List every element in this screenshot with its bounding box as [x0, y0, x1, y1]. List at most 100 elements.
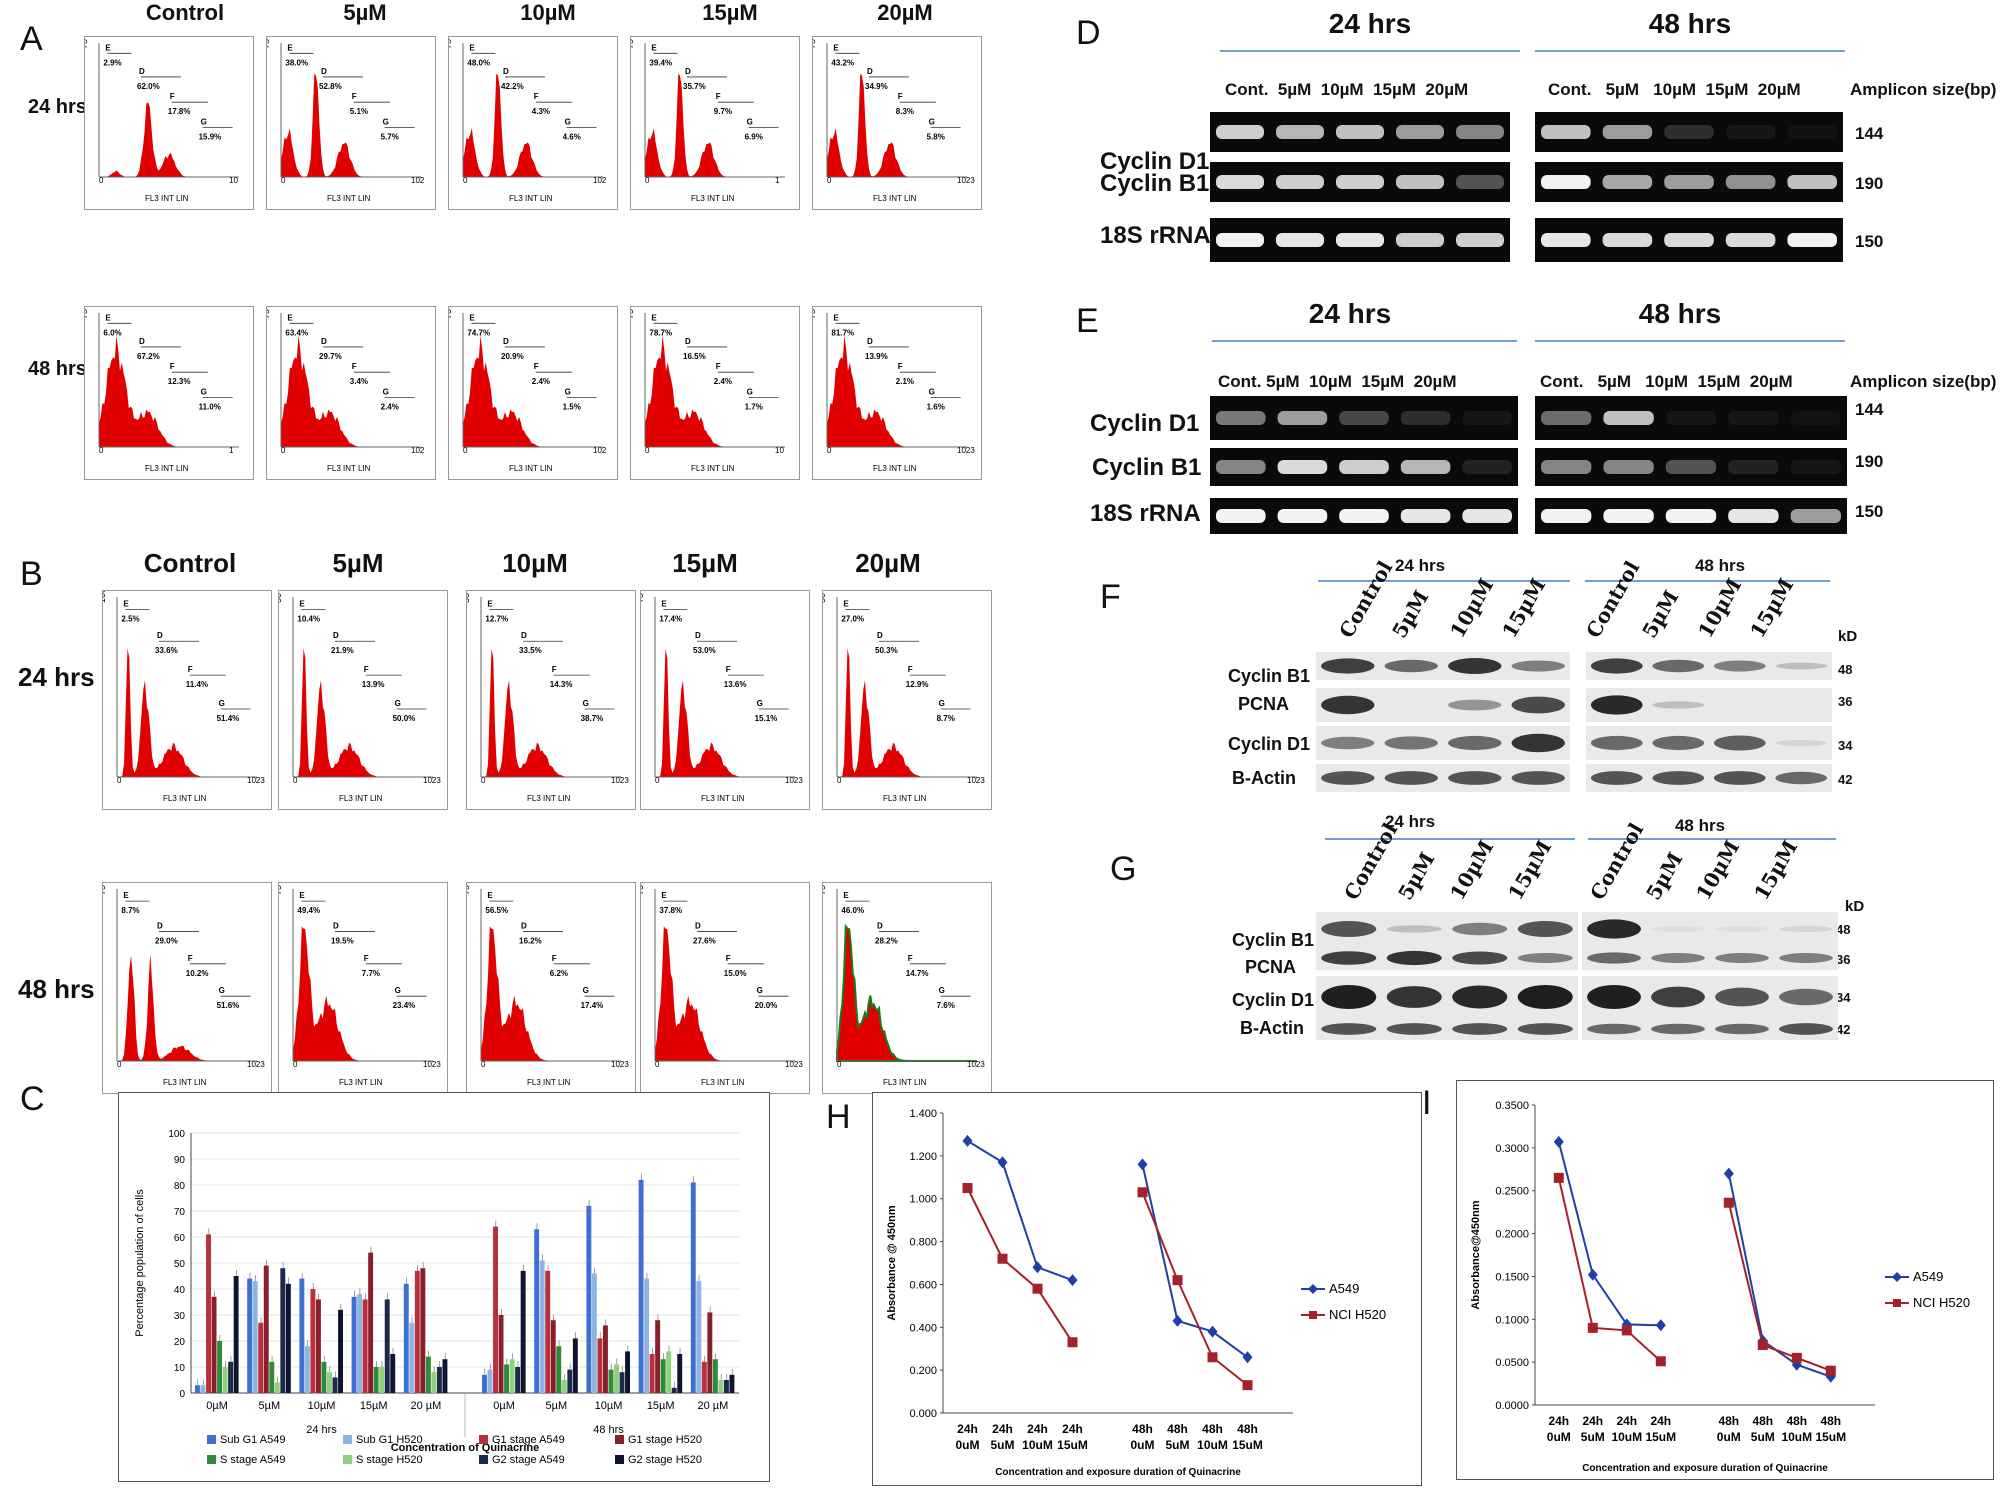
gel-band	[1456, 125, 1504, 139]
x-axis-min: 0	[293, 776, 298, 785]
histogram-fill	[836, 923, 977, 1062]
x-tick-label-bottom: 0uM	[1131, 1438, 1155, 1452]
histogram-fill	[837, 648, 977, 777]
series-line	[966, 1187, 1074, 1343]
col-header-control: Control	[145, 0, 225, 25]
gel-d-row-18s: 18S rRNA	[1100, 222, 1211, 249]
bar	[660, 1359, 666, 1393]
gel-e-header-48hrs: 48 hrs	[1638, 298, 1722, 329]
gate-letter-f: F	[188, 954, 193, 963]
gate-percent-g: 8.7%	[937, 714, 955, 723]
wb-lane-label: 10µM	[1691, 836, 1745, 904]
legend-entry: NCI H520	[1913, 1295, 1970, 1310]
gate-letter-d: D	[139, 67, 145, 76]
gate-letter-f: F	[364, 665, 369, 674]
wb-band	[1590, 658, 1643, 674]
gel-band	[1277, 460, 1328, 474]
gate-percent-f: 12.3%	[168, 377, 191, 386]
bar	[332, 1377, 338, 1393]
y-axis-max: 75	[641, 593, 645, 603]
bar	[509, 1359, 515, 1393]
gate-percent-d: 16.5%	[683, 352, 706, 361]
wb-g-size-34: 34	[1836, 990, 1851, 1005]
gate-letter-f: F	[726, 954, 731, 963]
x-axis-max: 10	[229, 176, 238, 185]
legend-entry: A549	[1913, 1269, 1943, 1284]
gate-letter-e: E	[833, 43, 839, 52]
wb-band	[1651, 953, 1705, 963]
wb-band	[1715, 987, 1769, 1007]
gate-letter-e: E	[661, 599, 667, 608]
series-line	[1141, 1164, 1249, 1359]
x-tick-label-bottom: 5uM	[1166, 1438, 1190, 1452]
bar	[520, 1270, 526, 1393]
x-tick-label-top: 24h	[1650, 1414, 1671, 1428]
legend-swatch	[343, 1435, 352, 1444]
histogram-fill	[463, 73, 603, 177]
bar	[222, 1367, 228, 1393]
wb-band	[1386, 986, 1442, 1008]
histogram-fill	[99, 335, 239, 447]
wb-band	[1321, 1023, 1377, 1035]
x-tick-label-top: 24h	[1616, 1414, 1637, 1428]
x-axis-min: 0	[481, 776, 486, 785]
x-axis-max: 1023	[967, 1060, 985, 1069]
x-axis-max: 1023	[611, 1060, 629, 1069]
x-tick-label: 0µM	[206, 1400, 228, 1412]
gel-band	[1603, 411, 1654, 425]
wb-band	[1651, 1023, 1705, 1035]
x-axis-min: 0	[645, 176, 650, 185]
histogram-svg: 50 0 1023 FL3 INT LIN E 27.0% D 50.3% F 12.9% G 8.7…	[823, 593, 985, 803]
gate-percent-d: 29.0%	[155, 936, 178, 945]
wb-band	[1715, 926, 1769, 932]
wb-band	[1652, 771, 1705, 785]
gate-percent-d: 33.6%	[155, 646, 178, 655]
gate-percent-d: 29.7%	[319, 352, 342, 361]
gate-percent-f: 2.1%	[896, 377, 914, 386]
gate-letter-e: E	[123, 599, 129, 608]
x-axis-min: 0	[655, 776, 660, 785]
wb-band	[1448, 735, 1502, 751]
gel-d-header-24hrs: 24 hrs	[1328, 8, 1412, 39]
x-axis-max: 102	[593, 176, 607, 185]
wb-band	[1775, 771, 1828, 785]
bar	[649, 1354, 655, 1393]
gel-band	[1216, 460, 1266, 474]
wb-band	[1321, 695, 1375, 715]
wb-band	[1775, 662, 1828, 670]
gate-letter-g: G	[565, 117, 571, 126]
gate-letter-e: E	[843, 891, 849, 900]
histogram-plot: 75 0 1023 FL3 INT LIN E 81.7% D 13.9% F 2.1% G 1.6%	[812, 306, 982, 480]
gate-letter-f: F	[534, 362, 539, 371]
gel-e-row-cyclin-b1: Cyclin B1	[1092, 454, 1202, 481]
gel-band	[1602, 175, 1653, 189]
gate-percent-d: 67.2%	[137, 352, 160, 361]
chart-c-svg: 0 10 20 30 40 50 60 70 80 90 100 Percentage populat…	[134, 1129, 739, 1466]
gel-band	[1725, 233, 1776, 247]
x-axis-label: FL3 INT LIN	[701, 794, 745, 803]
bar	[258, 1322, 264, 1393]
gel-band	[1456, 233, 1504, 247]
wb-f-row-cyclin-b1: Cyclin B1	[1228, 666, 1311, 686]
gel-lane-box	[1535, 218, 1843, 262]
histogram-svg: 75 0 1023 FL3 INT LIN E 17.4% D 53.0% F 13.6% G 15.…	[641, 593, 803, 803]
bar	[274, 1382, 280, 1393]
x-axis-label: FL3 INT LIN	[527, 794, 571, 803]
bar	[233, 1276, 239, 1393]
histogram-svg: 75 0 102 FL3 INT LIN E 74.7% D 20.9% F 2.4% G 1.5%	[449, 309, 607, 473]
x-axis-label: Concentration and exposure duration of Q…	[1582, 1463, 1828, 1474]
gel-band	[1396, 175, 1444, 189]
group-label-24hrs: 24 hrs	[306, 1424, 337, 1436]
wb-band	[1651, 926, 1705, 932]
histogram-svg: 75 0 1023 FL3 INT LIN E 43.2% D 34.9% F 8.3% G 5.8%	[813, 39, 975, 203]
gate-percent-d: 33.5%	[519, 646, 542, 655]
gate-percent-f: 3.4%	[350, 377, 368, 386]
histogram-svg: 75 0 1023 FL3 INT LIN E 37.8% D 27.6% F 15.0% G 20.…	[641, 885, 803, 1087]
y-tick-label: 0.800	[909, 1237, 937, 1249]
wb-band	[1384, 771, 1438, 785]
panel-label-h: H	[826, 1098, 851, 1136]
wb-band	[1386, 950, 1442, 966]
gate-letter-f: F	[716, 362, 721, 371]
gate-percent-g: 1.6%	[927, 402, 945, 411]
bar	[269, 1361, 275, 1393]
